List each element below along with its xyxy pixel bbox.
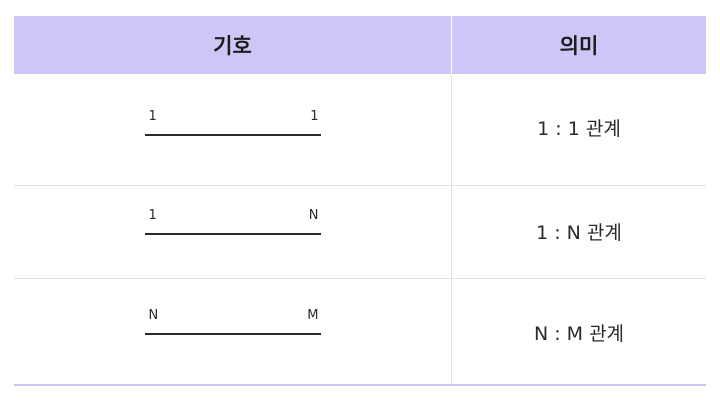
meaning-text: 1 : 1 관계	[537, 118, 621, 140]
cardinality-right: N	[308, 208, 319, 223]
relationship-line	[144, 233, 321, 235]
relationship-line	[144, 133, 321, 136]
header-meaning: 의미	[559, 34, 599, 58]
meaning-text: N : M 관계	[533, 323, 625, 345]
cardinality-left: 1	[148, 108, 157, 124]
meaning-cell: 1 : 1 관계	[452, 74, 706, 185]
symbol-cell: 1 1	[14, 74, 452, 185]
header-symbol: 기호	[14, 16, 452, 74]
table-row: 1 1 1 : 1 관계	[14, 74, 706, 186]
symbol-cell: 1 N	[14, 186, 452, 278]
meaning-cell: 1 : N 관계	[452, 186, 706, 278]
cardinality-left: 1	[148, 208, 157, 223]
meaning-cell: N : M 관계	[452, 279, 706, 384]
relationship-line-symbol: 1 1	[143, 106, 323, 146]
relationship-line-symbol: N M	[143, 305, 323, 345]
table-row: 1 N 1 : N 관계	[14, 186, 706, 279]
cardinality-right: M	[307, 307, 319, 323]
symbol-cell: N M	[14, 279, 452, 384]
meaning-text: 1 : N 관계	[536, 221, 622, 244]
table-header: 기호 의미	[14, 16, 706, 74]
relationship-line-symbol: 1 N	[143, 205, 323, 245]
cardinality-left: N	[148, 307, 159, 323]
relationship-line	[144, 332, 321, 335]
relationship-table: 기호 의미 1 1 1 : 1 관계 1 N 1 : N 관계	[14, 16, 706, 386]
cardinality-right: 1	[310, 108, 319, 124]
table-row: N M N : M 관계	[14, 279, 706, 386]
